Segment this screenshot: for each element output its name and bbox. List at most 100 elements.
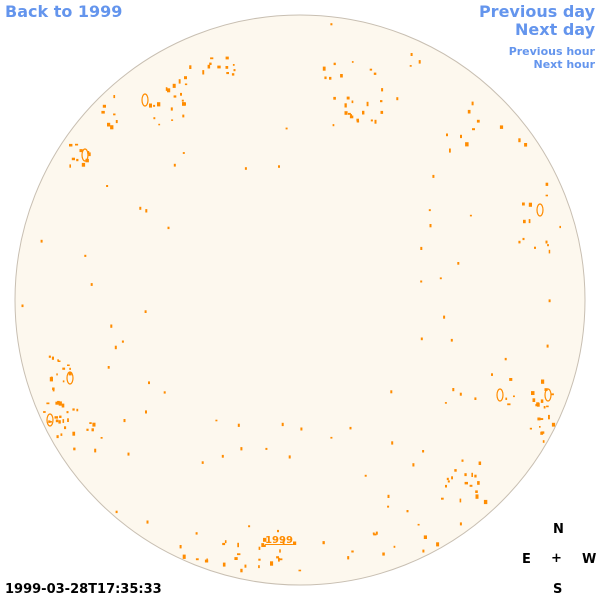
- feature-mark: [248, 525, 251, 528]
- feature-mark: [457, 262, 460, 265]
- feature-mark: [464, 473, 467, 477]
- feature-mark: [182, 102, 185, 106]
- feature-mark: [263, 544, 266, 547]
- feature-mark: [281, 422, 284, 427]
- feature-mark: [170, 107, 173, 111]
- previous-hour-link[interactable]: Previous hour: [508, 45, 595, 58]
- feature-mark: [447, 480, 450, 483]
- feature-mark: [445, 484, 447, 488]
- feature-mark: [540, 431, 544, 435]
- feature-mark: [460, 134, 462, 139]
- feature-contour: [536, 203, 544, 217]
- feature-mark: [146, 520, 149, 524]
- feature-mark: [333, 96, 336, 100]
- feature-mark: [513, 395, 515, 398]
- feature-mark: [237, 423, 240, 427]
- feature-mark: [474, 397, 477, 400]
- feature-mark: [340, 74, 343, 78]
- feature-mark: [144, 310, 147, 313]
- feature-mark: [51, 356, 54, 360]
- feature-mark: [49, 377, 53, 382]
- feature-mark: [524, 143, 528, 147]
- feature-mark: [261, 543, 265, 547]
- feature-mark: [221, 454, 224, 458]
- feature-mark: [114, 345, 117, 350]
- previous-day-link[interactable]: Previous day: [478, 2, 595, 21]
- feature-mark: [110, 324, 113, 328]
- feature-mark: [467, 109, 471, 114]
- feature-mark: [409, 65, 412, 67]
- feature-mark: [452, 388, 455, 392]
- feature-mark: [364, 474, 367, 477]
- feature-mark: [173, 163, 176, 167]
- feature-mark: [300, 427, 303, 431]
- feature-mark: [113, 113, 116, 116]
- feature-mark: [68, 372, 72, 376]
- feature-mark: [113, 95, 116, 99]
- feature-mark: [333, 62, 336, 66]
- feature-mark: [373, 533, 377, 536]
- feature-mark: [88, 152, 91, 157]
- feature-mark: [107, 366, 110, 369]
- feature-mark: [523, 219, 526, 224]
- feature-mark: [509, 378, 513, 381]
- feature-mark: [86, 428, 89, 431]
- feature-mark: [472, 128, 475, 131]
- feature-mark: [184, 83, 188, 86]
- feature-mark: [49, 421, 52, 423]
- feature-mark: [324, 76, 327, 80]
- feature-mark: [539, 426, 541, 428]
- feature-mark: [148, 381, 150, 385]
- next-hour-link[interactable]: Next hour: [533, 58, 596, 71]
- feature-mark: [528, 219, 531, 224]
- feature-mark: [507, 403, 511, 406]
- feature-mark: [349, 426, 352, 430]
- feature-mark: [362, 110, 365, 115]
- feature-mark: [469, 484, 473, 487]
- feature-mark: [548, 299, 551, 303]
- feature-mark: [428, 209, 431, 212]
- feature-mark: [518, 240, 521, 244]
- feature-mark: [165, 87, 168, 91]
- back-to-year-link[interactable]: Back to 1999: [5, 2, 123, 21]
- feature-mark: [420, 337, 423, 341]
- feature-mark: [293, 541, 297, 545]
- observation-timestamp: 1999-03-28T17:35:33: [5, 582, 162, 597]
- feature-mark: [322, 66, 326, 71]
- year-label[interactable]: 1999: [265, 535, 293, 546]
- feature-mark: [71, 157, 75, 161]
- feature-mark: [59, 415, 62, 418]
- feature-mark: [285, 127, 288, 130]
- feature-mark: [546, 344, 549, 348]
- next-day-link[interactable]: Next day: [515, 20, 595, 39]
- feature-mark: [548, 249, 551, 254]
- sunspot-contours: [21, 23, 561, 573]
- feature-mark: [356, 118, 359, 122]
- feature-mark: [356, 120, 360, 123]
- feature-mark: [225, 56, 229, 60]
- feature-mark: [210, 57, 214, 60]
- feature-mark: [450, 338, 453, 342]
- feature-mark: [121, 340, 124, 343]
- feature-mark: [372, 532, 375, 535]
- feature-mark: [537, 417, 541, 421]
- feature-mark: [459, 522, 462, 526]
- feature-mark: [551, 393, 554, 396]
- feature-mark: [72, 408, 75, 411]
- feature-mark: [67, 418, 69, 422]
- feature-mark: [471, 472, 473, 477]
- feature-mark: [43, 411, 46, 413]
- feature-mark: [422, 450, 425, 453]
- feature-mark: [66, 411, 69, 414]
- feature-mark: [60, 433, 63, 436]
- feature-mark: [346, 96, 350, 100]
- feature-mark: [100, 437, 103, 439]
- feature-mark: [207, 64, 211, 69]
- feature-mark: [547, 244, 549, 247]
- feature-mark: [233, 69, 236, 72]
- feature-mark: [234, 557, 238, 560]
- feature-mark: [145, 410, 147, 414]
- feature-mark: [62, 419, 65, 423]
- feature-mark: [348, 112, 351, 115]
- feature-mark: [387, 494, 390, 498]
